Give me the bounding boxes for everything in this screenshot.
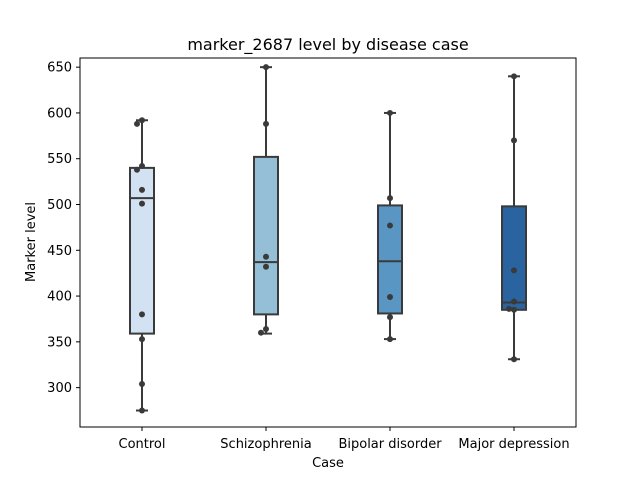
y-tick-label: 450 (47, 244, 72, 259)
y-tick-label: 400 (47, 290, 72, 305)
data-point (258, 329, 264, 336)
data-point (511, 267, 517, 274)
box-group (377, 109, 403, 343)
data-point (139, 380, 145, 387)
y-tick-label: 600 (47, 106, 72, 121)
data-point (139, 200, 145, 207)
data-point (139, 117, 145, 124)
data-point (139, 311, 145, 318)
box-group (501, 73, 527, 363)
box-group (253, 64, 279, 336)
data-point (263, 263, 269, 270)
data-point (506, 305, 512, 312)
chart-title: marker_2687 level by disease case (187, 35, 468, 55)
data-point (134, 166, 140, 173)
data-point (511, 306, 517, 313)
y-tick-label: 350 (47, 335, 72, 350)
data-point (387, 293, 393, 300)
data-point (387, 222, 393, 229)
x-axis: Control Schizophrenia Bipolar disorder Majo… (119, 427, 570, 452)
y-tick-label: 500 (47, 198, 72, 213)
data-point (139, 186, 145, 193)
y-tick-label: 650 (47, 61, 72, 76)
data-point (139, 163, 145, 170)
plot-area (79, 57, 577, 428)
data-point (387, 195, 393, 202)
data-point (263, 326, 269, 333)
box-group (129, 117, 155, 414)
x-axis-label: Case (312, 456, 344, 471)
data-point (511, 298, 517, 305)
x-tick-label: Control (119, 437, 166, 452)
data-point (263, 64, 269, 71)
data-point (263, 120, 269, 127)
data-point (387, 314, 393, 321)
box (501, 205, 527, 311)
boxes-layer (129, 64, 527, 414)
x-tick-label: Bipolar disorder (338, 437, 442, 452)
data-point (387, 336, 393, 343)
data-point (387, 109, 393, 116)
x-tick-label: Schizophrenia (220, 437, 311, 452)
data-point (511, 137, 517, 144)
y-axis-label: Marker level (24, 202, 39, 282)
data-point (263, 253, 269, 260)
y-tick-label: 300 (47, 381, 72, 396)
data-point (139, 336, 145, 343)
data-point (134, 120, 140, 127)
y-tick-label: 550 (47, 152, 72, 167)
y-axis: 300 350 400 450 500 550 600 650 (47, 61, 80, 396)
x-tick-label: Major depression (458, 437, 569, 452)
data-point (511, 356, 517, 363)
box (253, 155, 279, 316)
data-point (139, 407, 145, 414)
data-point (511, 73, 517, 80)
